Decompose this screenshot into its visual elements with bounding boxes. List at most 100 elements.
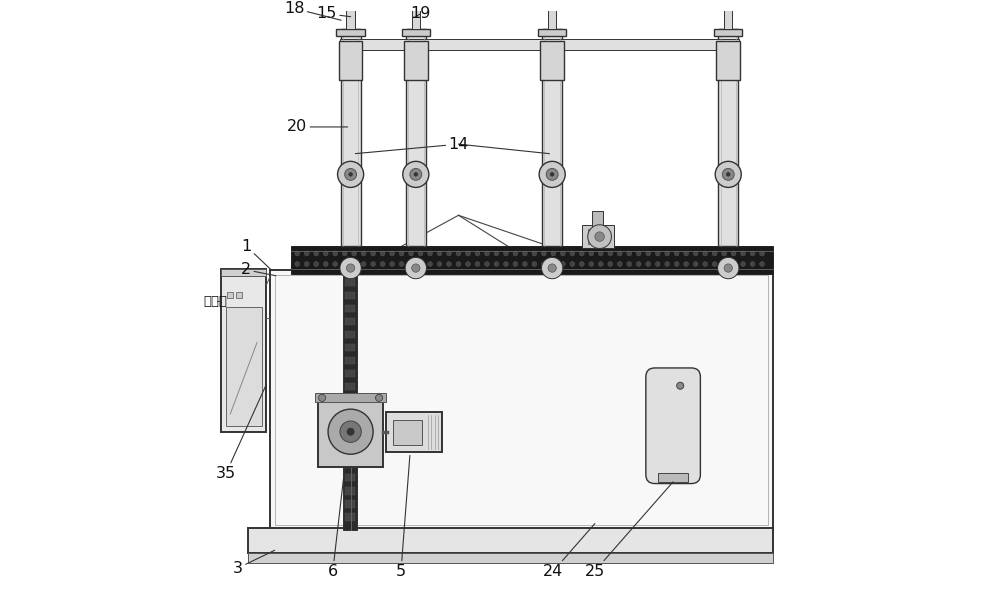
Circle shape xyxy=(570,261,575,266)
Bar xyxy=(291,246,773,274)
Circle shape xyxy=(548,264,556,272)
Circle shape xyxy=(703,261,708,266)
Bar xyxy=(221,269,266,276)
Circle shape xyxy=(665,251,670,256)
Bar xyxy=(345,279,355,286)
Circle shape xyxy=(428,251,432,256)
Circle shape xyxy=(437,251,442,256)
Text: 1: 1 xyxy=(241,238,271,270)
Text: 6: 6 xyxy=(328,468,345,578)
Bar xyxy=(345,357,355,364)
Bar xyxy=(345,448,355,456)
Bar xyxy=(345,514,355,521)
Circle shape xyxy=(636,261,641,266)
Circle shape xyxy=(598,261,603,266)
Text: 18: 18 xyxy=(284,1,341,20)
Bar xyxy=(345,344,355,351)
Circle shape xyxy=(371,261,375,266)
Circle shape xyxy=(560,251,565,256)
Bar xyxy=(236,292,242,298)
FancyBboxPatch shape xyxy=(646,368,700,483)
Circle shape xyxy=(595,232,604,241)
Circle shape xyxy=(504,251,508,256)
Circle shape xyxy=(712,261,717,266)
Circle shape xyxy=(588,225,611,249)
Bar xyxy=(345,474,355,482)
Circle shape xyxy=(352,251,357,256)
Circle shape xyxy=(750,251,755,256)
Circle shape xyxy=(371,251,375,256)
Circle shape xyxy=(399,261,404,266)
Circle shape xyxy=(319,394,326,402)
Bar xyxy=(592,211,603,227)
Bar xyxy=(345,331,355,338)
Bar xyxy=(588,229,608,244)
Bar xyxy=(540,41,564,79)
Bar xyxy=(275,275,768,525)
Circle shape xyxy=(570,251,575,256)
Bar xyxy=(716,41,740,79)
Bar xyxy=(345,500,355,508)
Circle shape xyxy=(598,251,603,256)
Circle shape xyxy=(328,409,373,454)
Circle shape xyxy=(405,257,426,279)
Circle shape xyxy=(560,261,565,266)
Circle shape xyxy=(513,251,518,256)
Circle shape xyxy=(504,261,508,266)
Circle shape xyxy=(418,251,423,256)
Circle shape xyxy=(314,251,319,256)
Circle shape xyxy=(718,257,739,279)
Circle shape xyxy=(295,251,300,256)
Circle shape xyxy=(523,261,527,266)
Circle shape xyxy=(399,251,404,256)
Circle shape xyxy=(677,382,684,389)
Circle shape xyxy=(485,251,489,256)
Circle shape xyxy=(715,162,741,188)
Bar xyxy=(658,474,688,482)
Circle shape xyxy=(646,261,651,266)
Circle shape xyxy=(345,168,357,180)
Bar xyxy=(722,1,734,7)
Circle shape xyxy=(333,251,338,256)
Circle shape xyxy=(684,251,689,256)
Circle shape xyxy=(760,261,764,266)
Circle shape xyxy=(447,261,451,266)
Circle shape xyxy=(314,261,319,266)
Bar xyxy=(345,422,355,430)
Bar xyxy=(546,1,558,7)
Circle shape xyxy=(323,251,328,256)
Circle shape xyxy=(513,261,518,266)
Bar xyxy=(538,28,566,36)
Bar xyxy=(410,1,422,7)
Circle shape xyxy=(342,261,347,266)
Circle shape xyxy=(428,261,432,266)
Bar xyxy=(345,383,355,390)
Circle shape xyxy=(409,261,413,266)
Circle shape xyxy=(627,251,632,256)
Bar xyxy=(340,39,739,50)
Circle shape xyxy=(722,168,734,180)
Text: 2: 2 xyxy=(241,263,276,277)
Bar xyxy=(548,6,556,28)
Circle shape xyxy=(539,162,565,188)
Bar xyxy=(345,370,355,377)
Circle shape xyxy=(579,261,584,266)
Bar xyxy=(339,41,362,79)
Circle shape xyxy=(466,261,470,266)
Text: 电控箱: 电控箱 xyxy=(204,295,228,308)
Circle shape xyxy=(726,172,730,176)
Circle shape xyxy=(466,251,470,256)
Bar xyxy=(345,409,355,416)
Circle shape xyxy=(380,251,385,256)
Circle shape xyxy=(403,162,429,188)
Circle shape xyxy=(550,172,554,176)
Circle shape xyxy=(295,261,300,266)
Circle shape xyxy=(731,261,736,266)
Circle shape xyxy=(485,261,489,266)
Text: 3: 3 xyxy=(233,551,275,575)
Bar xyxy=(346,6,355,28)
Circle shape xyxy=(712,251,717,256)
Circle shape xyxy=(346,264,355,272)
Circle shape xyxy=(340,257,361,279)
Bar xyxy=(345,462,355,468)
